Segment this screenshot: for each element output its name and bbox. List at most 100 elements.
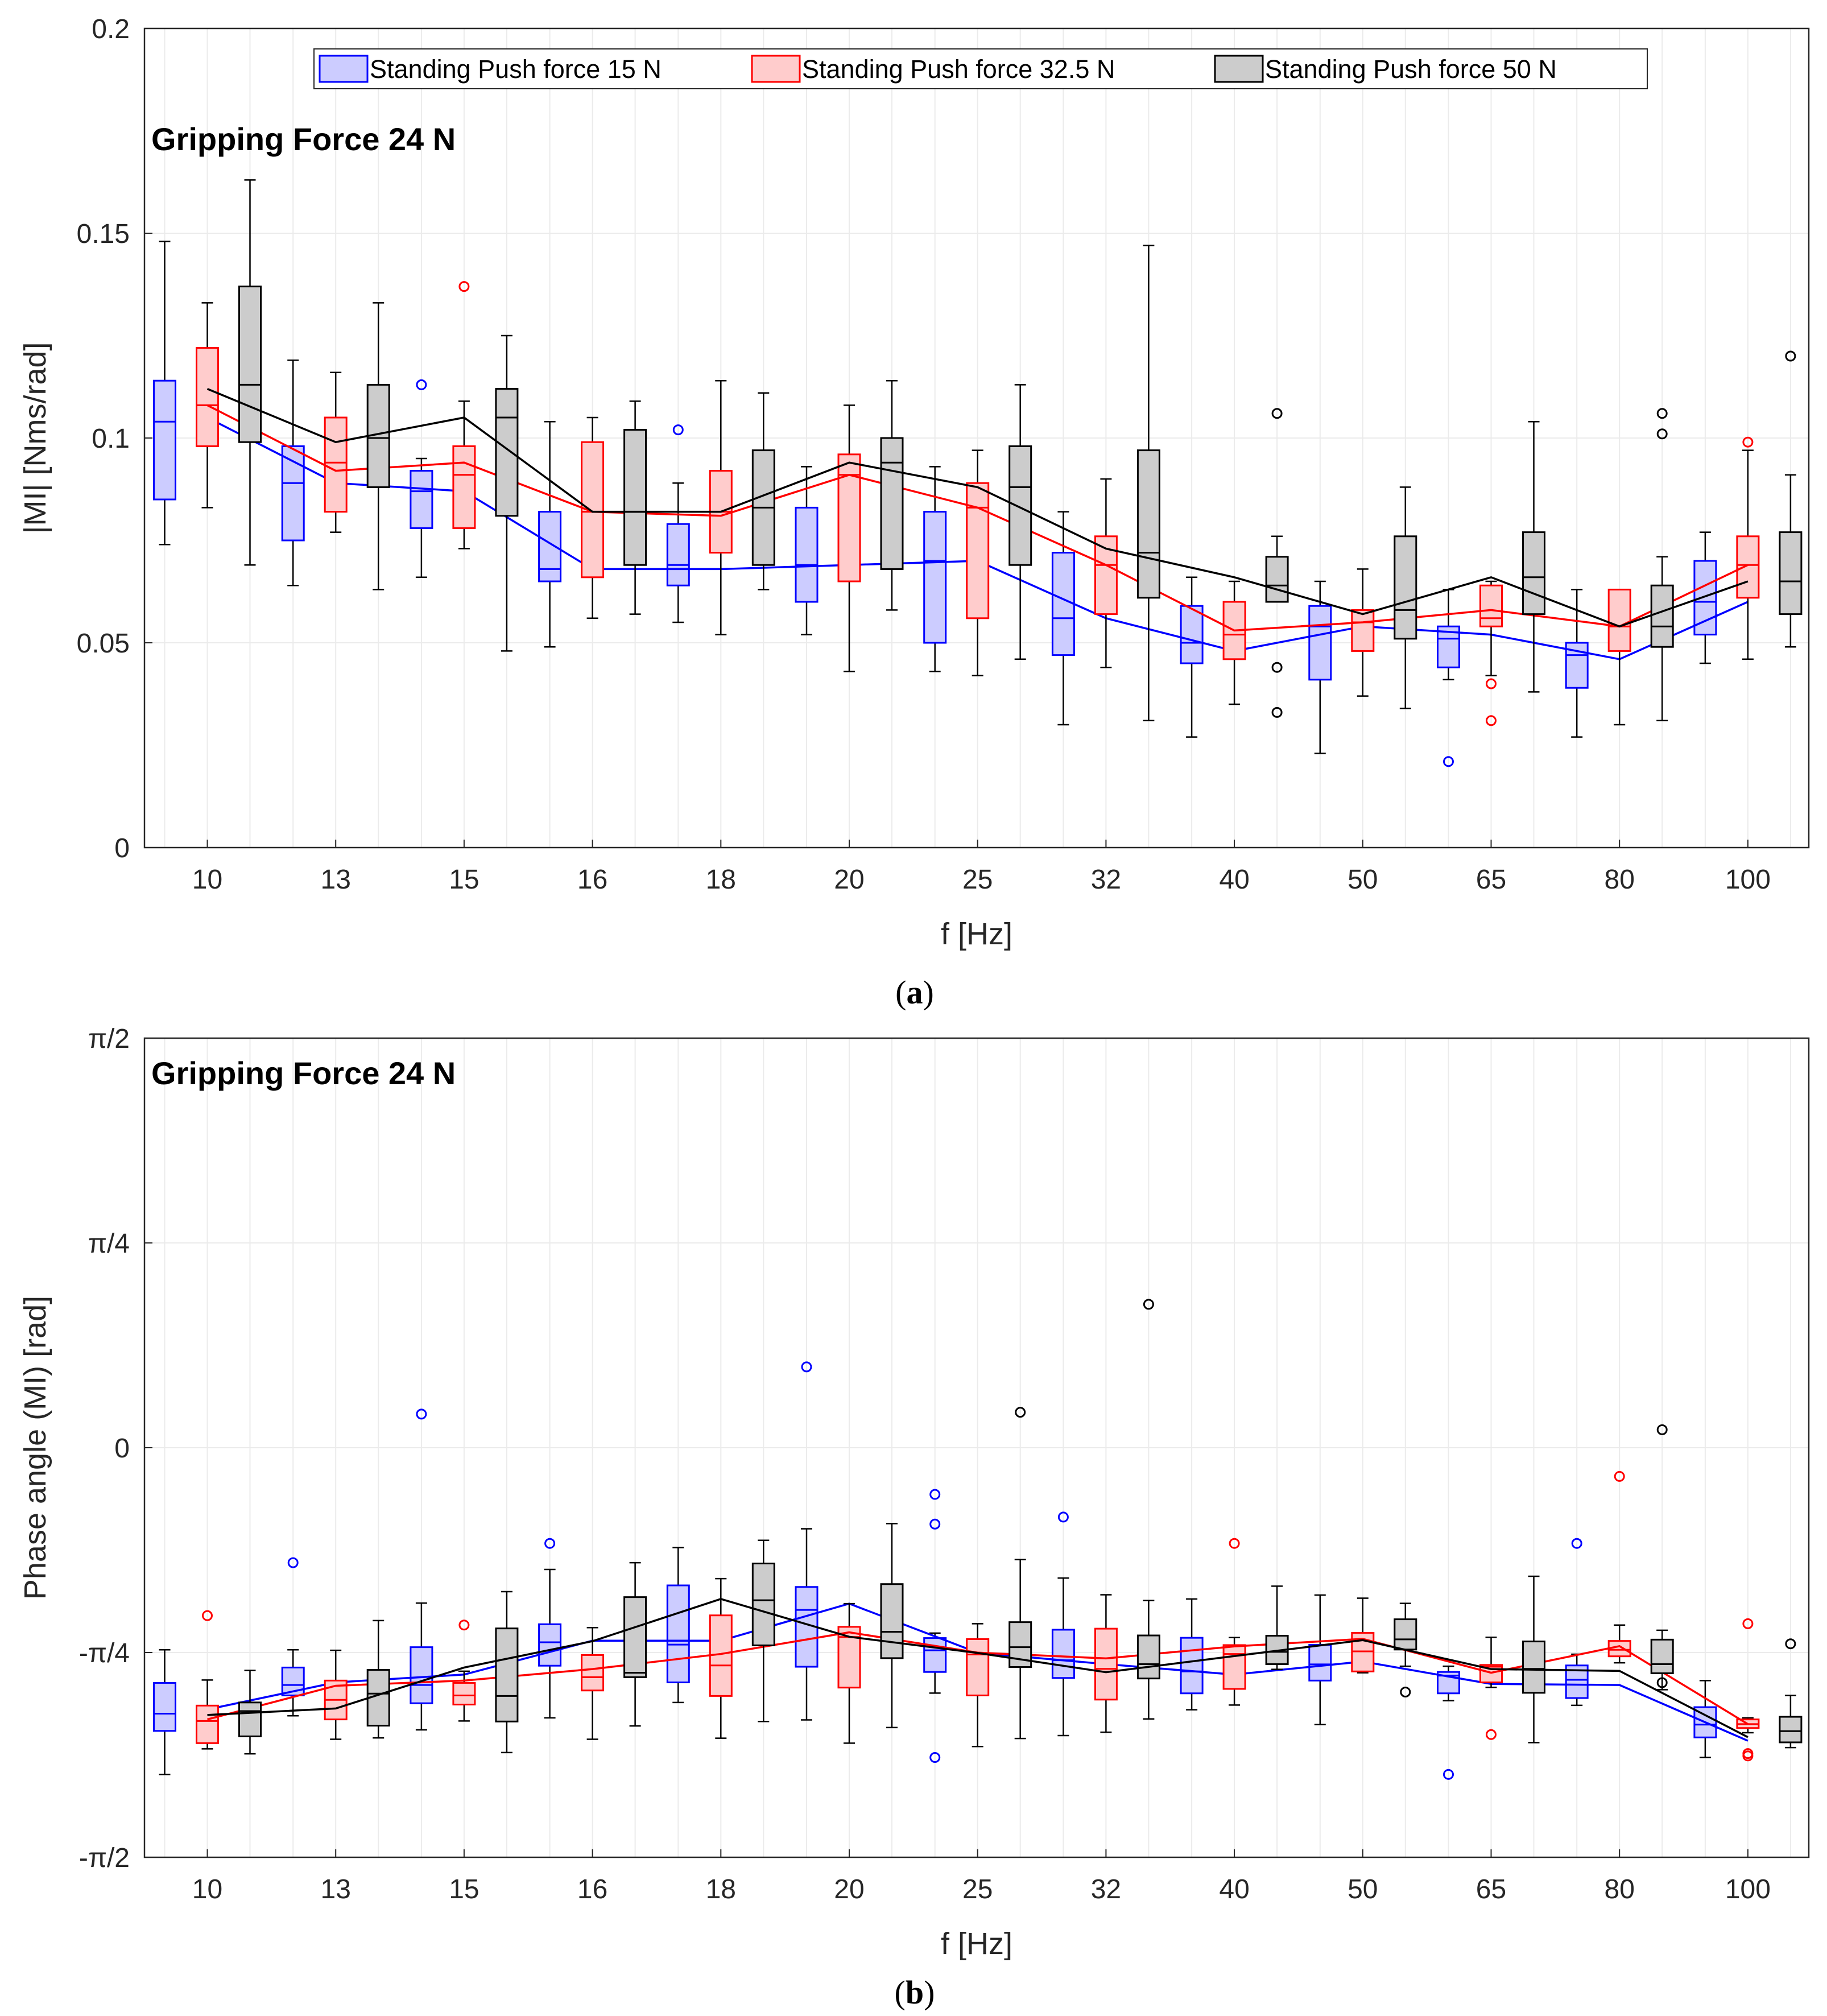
x-tick-label: 50 (1347, 1874, 1378, 1905)
box-iqr (538, 511, 562, 583)
outlier-point (287, 1557, 299, 1568)
box-blue-40 (1180, 576, 1204, 738)
box-black-100 (1779, 1638, 1803, 1749)
box-black-32 (1136, 1299, 1160, 1720)
box-iqr (666, 523, 690, 586)
box-red-50 (1351, 568, 1375, 697)
box-iqr (1136, 449, 1160, 599)
y-tick-label: π/4 (88, 1229, 130, 1259)
box-black-40 (1265, 408, 1289, 718)
box-black-65 (1522, 1575, 1545, 1744)
outlier-point (458, 281, 470, 292)
box-iqr (495, 1627, 519, 1722)
outlier-point (1271, 707, 1283, 718)
outlier-point (672, 424, 684, 436)
outlier-point (1400, 1686, 1411, 1697)
outlier-point (1443, 756, 1454, 767)
panel-b-ylabel: Phase angle (MI) [rad] (18, 1296, 52, 1600)
box-red-15 (452, 1620, 476, 1722)
box-blue-25 (923, 1489, 947, 1763)
box-iqr (966, 1638, 990, 1696)
box-blue-10 (153, 241, 176, 546)
box-iqr (1437, 625, 1460, 668)
legend-label-50N: Standing Push force 50 N (1265, 55, 1557, 84)
box-iqr (923, 511, 947, 644)
legend-swatch-50N (1214, 55, 1264, 83)
outlier-point (1486, 1729, 1497, 1740)
box-iqr (1522, 1641, 1545, 1694)
x-tick-label: 18 (706, 865, 736, 895)
box-red-80 (1607, 588, 1631, 726)
box-iqr (1479, 584, 1503, 627)
box-iqr (581, 1654, 605, 1692)
box-iqr (324, 416, 348, 513)
box-black-100 (1779, 350, 1803, 648)
panel-b-annotation: Gripping Force 24 N (151, 1055, 456, 1091)
box-iqr (1693, 560, 1717, 636)
outlier-point (1656, 408, 1668, 419)
box-iqr (837, 453, 861, 583)
outlier-point (1229, 1538, 1240, 1549)
x-tick-label: 50 (1347, 865, 1378, 895)
box-iqr (1180, 605, 1204, 664)
outlier-point (1143, 1299, 1154, 1310)
box-blue-18 (666, 424, 690, 623)
box-blue-80 (1565, 589, 1589, 738)
box-iqr (1522, 531, 1545, 615)
box-black-13 (366, 1620, 390, 1739)
outlier-point (1271, 662, 1283, 673)
box-iqr (153, 1682, 176, 1732)
outlier-point (929, 1489, 941, 1500)
box-black-10 (238, 1670, 262, 1755)
box-iqr (410, 1646, 433, 1704)
x-tick-label: 13 (321, 1874, 351, 1905)
x-tick-label: 100 (1725, 1874, 1771, 1905)
outlier-point (1571, 1538, 1582, 1549)
box-iqr (623, 429, 647, 566)
y-tick-label: -π/2 (79, 1843, 130, 1873)
x-tick-label: 16 (577, 865, 607, 895)
outlier-point (1742, 1750, 1754, 1762)
x-tick-label: 32 (1091, 1874, 1121, 1905)
box-blue-50 (1308, 1594, 1332, 1726)
x-tick-label: 10 (192, 1874, 222, 1905)
box-blue-50 (1308, 580, 1332, 754)
box-black-80 (1650, 1424, 1674, 1691)
outlier-point (929, 1752, 941, 1763)
box-iqr (1308, 605, 1332, 681)
y-tick-label: 0.15 (77, 219, 130, 249)
box-iqr (238, 286, 262, 443)
box-iqr (1779, 1716, 1803, 1744)
outlier-point (202, 1610, 213, 1621)
x-tick-label: 100 (1725, 865, 1771, 895)
outlier-point (1742, 1618, 1754, 1629)
box-iqr (196, 1704, 219, 1744)
box-iqr (196, 347, 219, 447)
box-iqr (1308, 1644, 1332, 1682)
box-black-50 (1394, 1602, 1417, 1697)
x-tick-label: 40 (1219, 865, 1249, 895)
box-red-100 (1736, 436, 1760, 660)
panel-b-caption: (b) (895, 1974, 935, 2011)
box-iqr (153, 379, 176, 501)
box-blue-40 (1180, 1598, 1204, 1711)
box-iqr (1180, 1637, 1204, 1695)
outlier-point (1785, 1638, 1796, 1650)
box-black-65 (1522, 420, 1545, 693)
box-black-50 (1394, 486, 1417, 709)
box-iqr (1779, 531, 1803, 615)
y-tick-label: -π/4 (79, 1638, 130, 1668)
box-iqr (880, 1583, 904, 1659)
y-tick-label: π/2 (88, 1024, 130, 1054)
panel-b-xlabel: f [Hz] (941, 1927, 1012, 1961)
outlier-point (416, 379, 427, 390)
box-iqr (1607, 588, 1631, 652)
y-tick-label: 0.1 (92, 424, 130, 454)
x-tick-label: 65 (1476, 865, 1506, 895)
box-black-15 (495, 1591, 519, 1754)
box-iqr (751, 1563, 775, 1646)
box-black-16 (623, 400, 647, 615)
box-blue-100 (1693, 531, 1717, 664)
box-iqr (1736, 535, 1760, 599)
box-red-25 (966, 1623, 990, 1748)
